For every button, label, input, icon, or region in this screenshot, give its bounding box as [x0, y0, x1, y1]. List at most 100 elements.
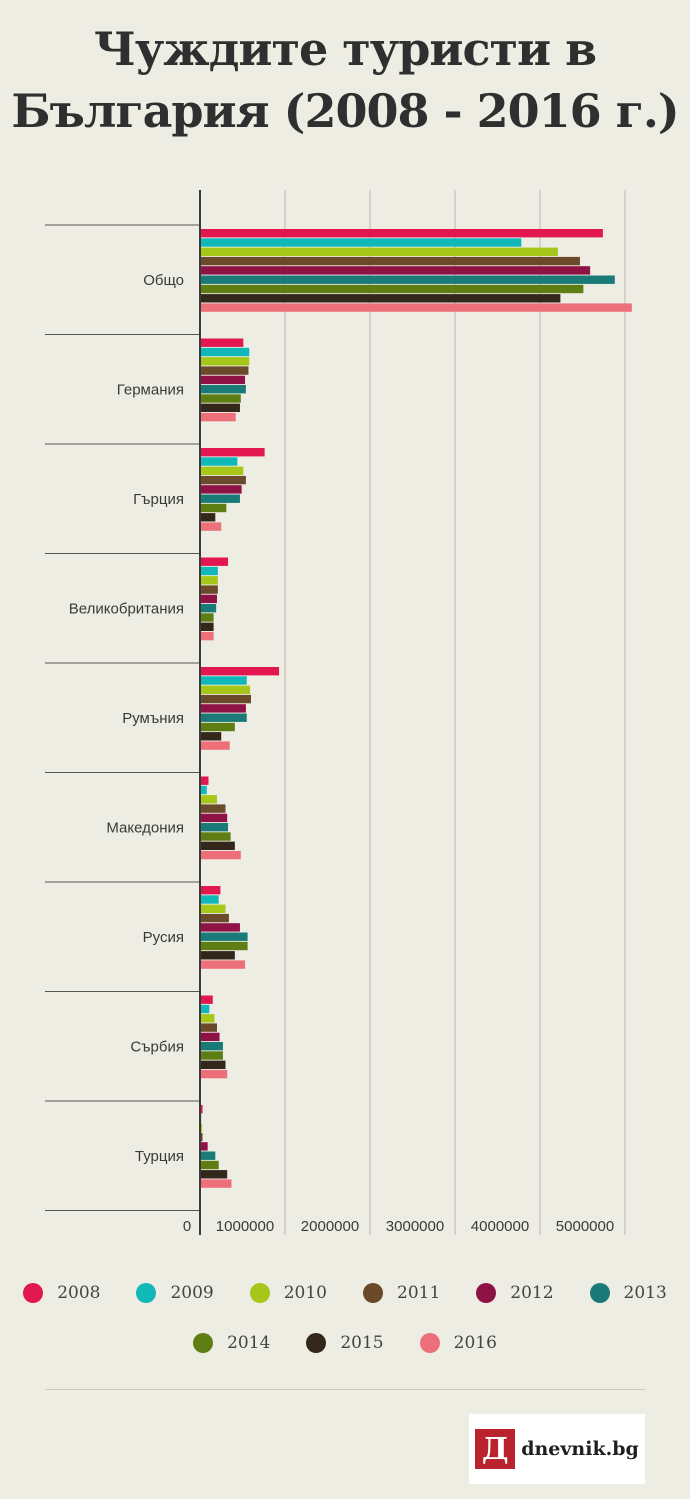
legend-swatch: [23, 1283, 44, 1303]
bar-2010-8: [200, 1123, 203, 1132]
bar-2008-4: [200, 667, 280, 676]
legend-swatch: [476, 1283, 497, 1303]
bar-chart: Общо Германия Гърция Великобритания Румъния М…: [45, 190, 632, 1235]
bar-2013-2: [200, 494, 240, 503]
bar-2012-3: [200, 594, 217, 604]
bar-2012-5: [200, 813, 228, 823]
bar-2012-4: [200, 704, 246, 713]
bar-2011-2: [200, 475, 246, 485]
bar-2014-1: [200, 394, 241, 403]
bar-2010-5: [200, 795, 217, 804]
legend-label: 2010: [283, 1283, 327, 1303]
bar-2009-2: [200, 457, 238, 466]
bar-2008-6: [200, 886, 221, 895]
legend-item-2015: 2015: [306, 1333, 384, 1353]
bar-2014-4: [200, 722, 235, 732]
bar-2012-0: [200, 266, 591, 275]
bar-2015-5: [200, 841, 235, 850]
bar-2014-5: [200, 832, 231, 841]
bar-2010-3: [200, 576, 218, 585]
bar-2010-0: [200, 247, 558, 256]
bar-2016-6: [200, 960, 246, 969]
bar-2016-8: [200, 1179, 232, 1188]
category-label: Русия: [143, 929, 184, 946]
chart-title: Чуждите туристи в България (2008 - 2016 …: [0, 18, 690, 142]
dnevnik-logo[interactable]: Д dnevnik.bg: [469, 1414, 645, 1484]
legend-row: 2014 2015 2016: [0, 1318, 690, 1368]
category-label: Македония: [106, 819, 184, 836]
bar-2015-7: [200, 1060, 226, 1069]
bar-2009-6: [200, 895, 219, 904]
bar-2010-7: [200, 1014, 215, 1023]
bar-2013-5: [200, 823, 229, 832]
divider: [45, 1389, 645, 1390]
legend-label: 2016: [453, 1333, 497, 1353]
bar-2010-2: [200, 466, 244, 475]
chart-title-line-1: Чуждите туристи в: [93, 22, 597, 76]
legend-swatch: [136, 1283, 157, 1303]
legend-label: 2013: [623, 1283, 667, 1303]
bar-2014-7: [200, 1051, 223, 1060]
bar-2011-0: [200, 256, 580, 266]
legend-label: 2014: [227, 1333, 271, 1353]
bar-2009-3: [200, 566, 218, 576]
bar-2016-7: [200, 1069, 228, 1079]
bar-2011-7: [200, 1023, 217, 1032]
legend-item-2012: 2012: [476, 1283, 554, 1303]
bar-2010-1: [200, 357, 250, 366]
bar-2011-5: [200, 804, 226, 813]
bar-2008-0: [200, 229, 603, 238]
bar-2009-0: [200, 238, 522, 247]
logo-mark: Д: [475, 1429, 516, 1469]
bar-2011-3: [200, 585, 218, 594]
bar-2011-8: [200, 1132, 203, 1142]
bar-2013-7: [200, 1042, 223, 1051]
bar-2014-2: [200, 503, 227, 513]
category-label: Турция: [135, 1148, 184, 1165]
bar-2013-8: [200, 1151, 216, 1160]
bar-2015-3: [200, 622, 214, 631]
bar-2011-1: [200, 366, 249, 375]
bar-2008-7: [200, 995, 213, 1004]
bar-2009-4: [200, 676, 247, 685]
bar-2008-8: [200, 1105, 203, 1114]
bar-2013-6: [200, 932, 248, 941]
bar-2014-3: [200, 613, 214, 622]
bar-2015-1: [200, 403, 240, 412]
legend-label: 2012: [510, 1283, 554, 1303]
legend-item-2009: 2009: [136, 1283, 214, 1303]
x-tick-label: 2000000: [301, 1218, 359, 1235]
logo-text: dnevnik.bg: [521, 1438, 639, 1460]
bar-2014-8: [200, 1160, 219, 1170]
category-label: Общо: [143, 272, 184, 289]
chart-legend: 2008 2009 2010 2011 2012 2013 2014 2015 2016: [0, 1268, 690, 1368]
legend-label: 2008: [57, 1283, 101, 1303]
category-label: Германия: [117, 381, 184, 398]
x-tick-label: 4000000: [471, 1218, 529, 1235]
category-label: Румъния: [122, 710, 184, 727]
bar-2014-6: [200, 941, 248, 951]
bar-2012-6: [200, 923, 240, 932]
bar-2011-6: [200, 913, 229, 923]
legend-item-2016: 2016: [419, 1333, 497, 1353]
x-tick-label: 1000000: [216, 1218, 274, 1235]
legend-swatch: [419, 1333, 440, 1353]
bar-2012-7: [200, 1032, 220, 1042]
bar-2015-2: [200, 513, 216, 522]
bar-2016-5: [200, 850, 241, 860]
category-label: Сърбия: [130, 1038, 184, 1055]
bar-2008-3: [200, 557, 229, 566]
bar-2015-4: [200, 732, 222, 741]
bar-2014-0: [200, 284, 584, 294]
bar-2009-7: [200, 1004, 210, 1014]
legend-label: 2011: [397, 1283, 441, 1303]
bar-2009-1: [200, 347, 250, 357]
legend-item-2011: 2011: [363, 1283, 440, 1303]
bar-2010-4: [200, 685, 251, 694]
legend-swatch: [363, 1283, 383, 1303]
bar-2012-2: [200, 485, 242, 494]
bar-2013-1: [200, 385, 246, 394]
bar-2013-3: [200, 604, 217, 613]
category-label: Гърция: [133, 491, 184, 508]
legend-swatch: [193, 1333, 214, 1353]
